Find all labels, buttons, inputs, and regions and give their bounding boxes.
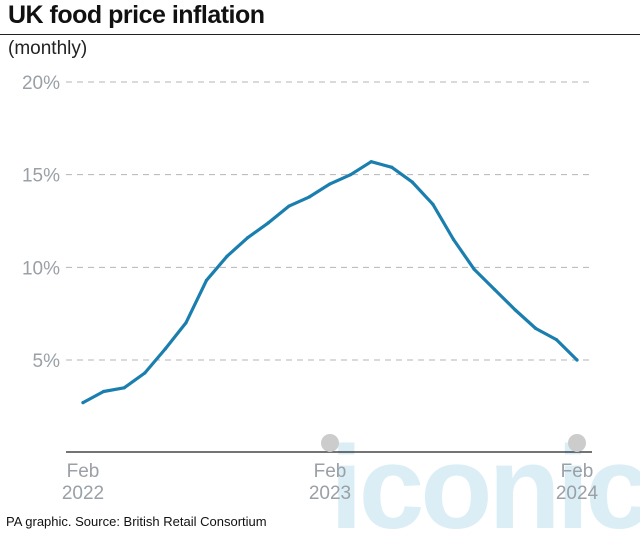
data-point <box>122 386 126 390</box>
y-tick-label: 20% <box>22 73 60 94</box>
x-tick-label-year: 2022 <box>62 483 104 504</box>
series-line <box>81 160 579 405</box>
data-point <box>204 278 209 282</box>
y-axis: 5% 10% 15% 20% <box>22 73 60 372</box>
period-marker-dot <box>321 434 339 452</box>
x-tick-label-month: Feb <box>561 461 594 482</box>
grid <box>66 81 592 361</box>
chart-subtitle: (monthly) <box>8 38 88 59</box>
data-point <box>410 180 414 184</box>
x-tick-label-month: Feb <box>67 461 100 482</box>
x-tick-label-year: 2023 <box>309 483 351 504</box>
source-note: PA graphic. Source: British Retail Conso… <box>6 514 267 529</box>
data-point <box>307 195 312 199</box>
data-point <box>101 389 106 394</box>
series <box>81 160 579 405</box>
data-point <box>390 165 394 169</box>
data-point <box>266 221 270 225</box>
data-point <box>513 308 517 312</box>
x-tick-label-month: Feb <box>314 461 347 482</box>
data-point <box>246 236 250 240</box>
watermark-text: iconic <box>330 422 640 533</box>
y-tick-label: 15% <box>22 166 60 187</box>
y-tick-label: 10% <box>22 258 60 279</box>
data-point <box>451 237 456 242</box>
data-point <box>184 321 188 325</box>
data-point <box>472 267 476 271</box>
data-point <box>328 182 332 186</box>
data-point <box>81 401 85 405</box>
data-point <box>534 326 538 331</box>
title-divider <box>0 34 640 35</box>
data-point <box>163 347 167 351</box>
x-tick-label-year: 2024 <box>556 483 599 504</box>
data-point <box>554 338 559 342</box>
period-marker-dot <box>568 434 586 452</box>
y-tick-label: 5% <box>33 351 61 372</box>
data-point <box>575 358 579 362</box>
data-point <box>431 202 435 206</box>
data-point <box>369 160 373 164</box>
data-point <box>287 204 291 208</box>
chart-title: UK food price inflation <box>8 1 265 29</box>
watermark: iconic <box>330 422 640 533</box>
data-point <box>225 254 229 258</box>
data-point <box>348 173 353 177</box>
data-point <box>493 287 497 292</box>
period-markers <box>321 434 586 452</box>
data-point <box>143 371 147 375</box>
